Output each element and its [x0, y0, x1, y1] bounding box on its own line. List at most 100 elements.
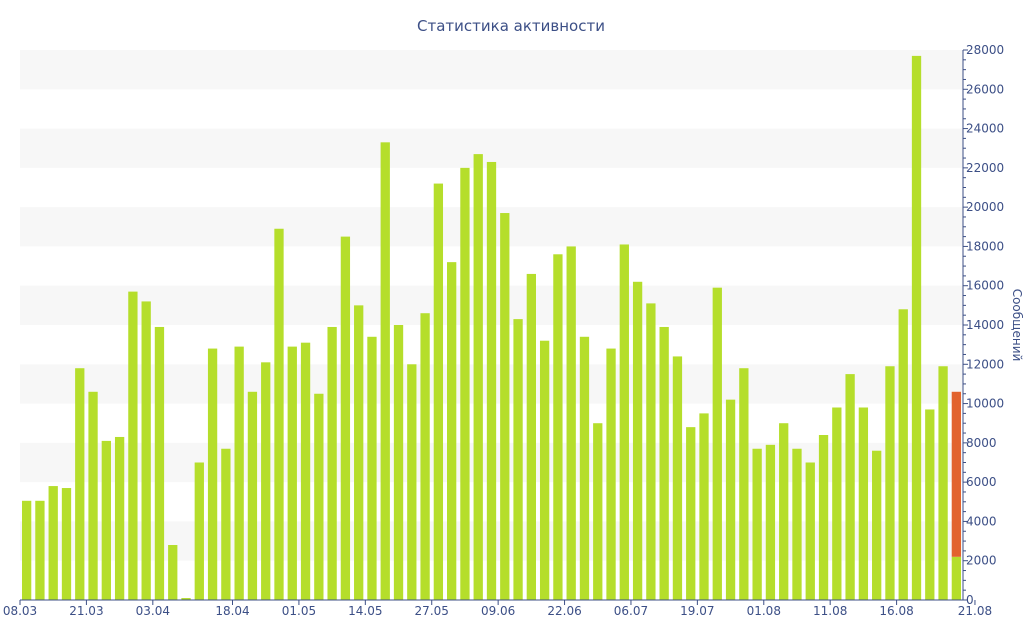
y-tick-label: 16000: [966, 279, 1004, 293]
y-tick-label: 10000: [966, 397, 1004, 411]
x-tick-label: 18.04: [215, 604, 249, 618]
chart-title: Статистика активности: [417, 17, 605, 35]
x-tick-label: 01.05: [282, 604, 316, 618]
bar: [659, 326, 669, 600]
bar: [579, 336, 590, 600]
y-tick-label: 24000: [966, 122, 1004, 136]
bar: [593, 423, 603, 600]
x-tick-label: 27.05: [415, 604, 449, 618]
y-tick-label: 20000: [966, 200, 1004, 214]
bar: [486, 161, 497, 600]
bar: [872, 450, 882, 600]
bar: [566, 246, 576, 600]
y-axis: 0 2000 4000 6000 8000 10000 12000 14000 16000 180…: [962, 43, 1004, 607]
bar: [818, 435, 829, 600]
bar: [274, 228, 284, 600]
bar: [234, 346, 244, 600]
y-tick-label: 8000: [966, 436, 997, 450]
bar: [858, 407, 869, 600]
bar: [287, 346, 297, 600]
y-tick-label: 6000: [966, 475, 997, 489]
y-tick-label: 4000: [966, 514, 997, 528]
bar: [314, 393, 324, 600]
bar: [672, 356, 683, 600]
bar: [221, 448, 231, 600]
bar: [686, 427, 696, 600]
y-tick-label: 14000: [966, 318, 1004, 332]
bar-highlight: [951, 391, 962, 557]
x-tick-label: 03.04: [136, 604, 170, 618]
x-tick-label: 06.07: [614, 604, 648, 618]
grid-band: [20, 50, 963, 90]
bar: [500, 213, 510, 601]
y-tick-label: 18000: [966, 239, 1004, 253]
bar: [447, 262, 457, 600]
y-tick-label: 26000: [966, 82, 1004, 96]
bar: [75, 368, 85, 600]
bar: [739, 368, 749, 600]
bar: [354, 305, 364, 600]
bar: [699, 413, 709, 600]
bar: [712, 287, 722, 600]
bar: [340, 236, 351, 600]
bar: [632, 281, 643, 600]
bars-group: [21, 55, 962, 601]
x-tick-label: 22.06: [547, 604, 581, 618]
bar: [181, 598, 191, 600]
bar: [792, 448, 802, 600]
x-tick-label: 11.08: [813, 604, 847, 618]
bar: [247, 391, 258, 600]
bar: [646, 303, 656, 600]
bar: [911, 55, 922, 600]
bar: [407, 364, 417, 600]
bar: [433, 183, 444, 601]
bar: [300, 342, 311, 600]
bar: [619, 244, 629, 600]
bar: [21, 500, 32, 600]
bar: [393, 325, 404, 600]
bar: [154, 326, 165, 600]
x-tick-label: 21.08: [958, 604, 992, 618]
bar: [101, 440, 111, 600]
bar: [779, 423, 789, 600]
y-tick-label: 22000: [966, 161, 1004, 175]
bar: [460, 167, 470, 600]
y-axis-label: Сообщений: [1010, 289, 1024, 362]
x-tick-label: 08.03: [3, 604, 37, 618]
bar: [845, 374, 855, 600]
bar: [526, 273, 536, 600]
bar: [420, 313, 430, 600]
bar: [765, 444, 776, 600]
bar: [367, 336, 377, 600]
bar: [885, 366, 895, 600]
bar: [207, 348, 218, 600]
y-tick-label: 12000: [966, 357, 1004, 371]
bar: [832, 407, 842, 600]
bar: [951, 556, 962, 600]
bar: [380, 142, 390, 601]
bar: [327, 326, 337, 600]
bar: [261, 362, 271, 600]
bar: [725, 399, 736, 600]
x-tick-label: 19.07: [680, 604, 714, 618]
y-tick-label: 2000: [966, 554, 997, 568]
bar: [606, 348, 616, 600]
bar: [114, 436, 125, 600]
x-axis: 08.03 21.03 03.04 18.04 01.05 14.05 27.05 09.06…: [3, 599, 992, 618]
y-tick-label: 28000: [966, 43, 1004, 57]
bar: [805, 462, 815, 600]
x-tick-label: 21.03: [69, 604, 103, 618]
bar: [61, 488, 72, 600]
bar: [513, 319, 523, 600]
bar: [168, 545, 178, 600]
bar: [925, 409, 935, 600]
bar: [473, 154, 483, 600]
bar: [553, 254, 563, 601]
grid-band: [20, 128, 963, 168]
x-tick-label: 01.08: [747, 604, 781, 618]
bar: [128, 291, 138, 600]
y-tick-label: 0: [966, 593, 974, 607]
bar: [88, 391, 98, 600]
bar: [141, 301, 151, 600]
